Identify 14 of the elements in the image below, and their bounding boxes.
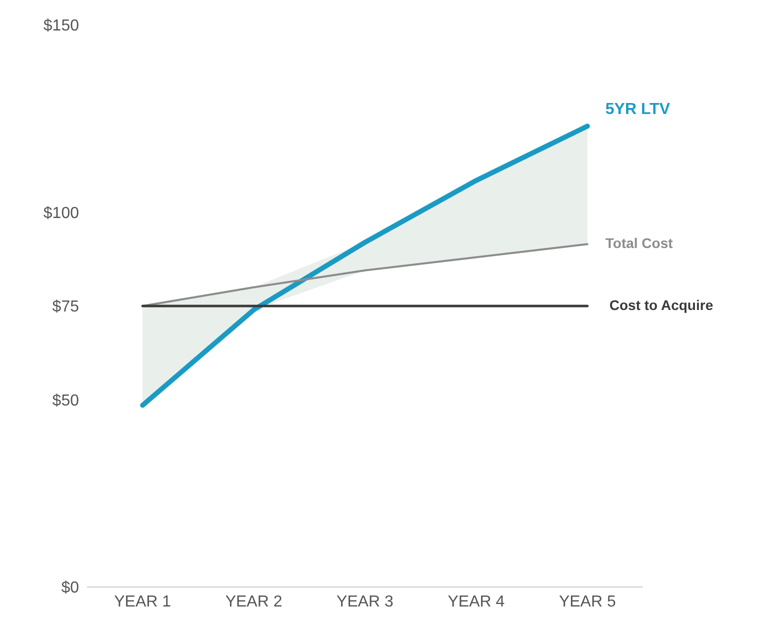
y-tick-label: $100 xyxy=(43,205,80,222)
series-label: Cost to Acquire xyxy=(609,297,714,313)
x-tick-label: YEAR 4 xyxy=(448,593,505,610)
line-series xyxy=(142,243,588,307)
y-tick-label: $75 xyxy=(52,298,80,316)
y-tick-label: $50 xyxy=(52,392,80,410)
series-label: Total Cost xyxy=(605,235,674,252)
series-label: 5YR LTV xyxy=(605,101,670,118)
y-tick-label: $0 xyxy=(61,580,80,597)
x-tick-label: YEAR 1 xyxy=(114,593,172,610)
x-tick-label: YEAR 5 xyxy=(558,593,616,610)
y-tick-label: $150 xyxy=(43,18,80,35)
x-tick-label: YEAR 3 xyxy=(336,593,394,610)
x-tick-label: YEAR 2 xyxy=(225,593,282,610)
